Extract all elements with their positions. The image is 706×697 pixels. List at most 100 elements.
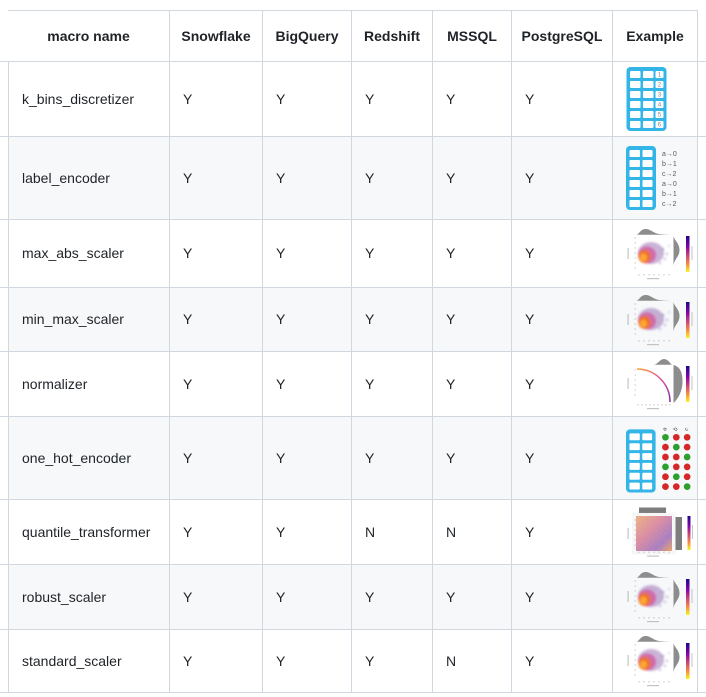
mssql-support-cell: Y — [433, 288, 512, 351]
table-cells — [630, 71, 664, 128]
bigquery-support-cell: Y — [263, 137, 352, 219]
x-axis-label — [647, 621, 659, 623]
axis-ticks — [634, 237, 670, 275]
table-cells — [629, 433, 653, 490]
uniform-jointplot-icon — [627, 507, 693, 557]
bigquery-support-cell: Y — [263, 220, 352, 287]
top-density-curve — [636, 228, 672, 235]
svg-text:b→1: b→1 — [662, 161, 677, 168]
example-cell — [613, 288, 698, 351]
table-body: k_bins_discretizer Y Y Y Y Y 1 2 3 4 5 6… — [0, 62, 706, 693]
example-cell: 1 2 3 4 5 6 — [613, 62, 698, 136]
x-axis-label — [647, 343, 659, 345]
top-density-curve — [636, 635, 672, 642]
column-header-snowflake: Snowflake — [170, 10, 263, 61]
colorbar — [687, 516, 691, 550]
onehot-dots-icon: a b c — [626, 426, 691, 493]
density-jointplot-icon — [627, 635, 693, 687]
table-left-gutter — [0, 417, 8, 499]
snowflake-support-cell: Y — [170, 220, 263, 287]
colorbar-label — [691, 376, 693, 390]
svg-text:2: 2 — [658, 82, 662, 89]
snowflake-support-cell: Y — [170, 62, 263, 136]
y-axis-label — [627, 655, 629, 666]
redshift-support-cell: Y — [352, 62, 433, 136]
category-labels: a b c — [662, 426, 690, 432]
colorbar — [686, 579, 690, 615]
snowflake-support-cell: Y — [170, 565, 263, 629]
snowflake-support-cell: Y — [170, 137, 263, 219]
table-numbers-icon: 1 2 3 4 5 6 — [626, 67, 667, 131]
top-density-curve — [636, 571, 672, 578]
example-cell — [613, 630, 698, 692]
y-axis-label — [627, 247, 629, 259]
onehot-dot-grid — [662, 433, 691, 490]
bigquery-support-cell: Y — [263, 630, 352, 692]
table-left-gutter — [0, 630, 8, 692]
axis-ticks — [634, 369, 671, 406]
y-axis-label — [627, 591, 629, 602]
snowflake-support-cell: Y — [170, 352, 263, 416]
example-cell: a→0 b→1 c→2 a→0 b→1 c→2 — [613, 137, 698, 219]
colorbar-label — [691, 653, 693, 667]
colorbar-label — [692, 525, 693, 539]
macro-name-cell: min_max_scaler — [8, 288, 170, 351]
colorbar — [686, 643, 690, 679]
redshift-support-cell: Y — [352, 565, 433, 629]
column-header-redshift: Redshift — [352, 10, 433, 61]
table-left-gutter — [0, 62, 8, 136]
svg-text:6: 6 — [658, 122, 662, 129]
x-axis-label — [647, 685, 659, 687]
table-row: standard_scaler Y Y Y N Y — [0, 630, 706, 693]
snowflake-support-cell: Y — [170, 417, 263, 499]
table-left-gutter — [0, 352, 8, 416]
table-row: k_bins_discretizer Y Y Y Y Y 1 2 3 4 5 6 — [0, 62, 706, 137]
column-header-postgresql: PostgreSQL — [512, 10, 613, 61]
density-scatter-blob — [638, 585, 670, 607]
bigquery-support-cell: Y — [263, 500, 352, 564]
right-uniform-bar — [675, 517, 682, 550]
table-left-gutter — [0, 220, 8, 287]
top-uniform-bar — [639, 507, 666, 513]
colorbar-label — [691, 589, 693, 603]
table-row: quantile_transformer Y Y N N Y — [0, 500, 706, 565]
svg-text:a→0: a→0 — [662, 151, 677, 158]
example-cell — [613, 352, 698, 416]
macro-name-cell: k_bins_discretizer — [8, 62, 170, 136]
top-density-curve — [636, 294, 672, 301]
table-row: one_hot_encoder Y Y Y Y Y a b c — [0, 417, 706, 500]
top-density-curve — [654, 359, 672, 365]
example-cell: a b c — [613, 417, 698, 499]
svg-text:3: 3 — [658, 92, 662, 99]
mssql-support-cell: Y — [433, 137, 512, 219]
example-cell — [613, 220, 698, 287]
density-jointplot-icon — [627, 294, 693, 345]
column-header-mssql: MSSQL — [433, 10, 512, 61]
table-header-row: macro name Snowflake BigQuery Redshift MSSQL… — [0, 10, 706, 62]
svg-text:c→2: c→2 — [662, 201, 677, 208]
postgresql-support-cell: Y — [512, 630, 613, 692]
arc-jointplot-icon — [627, 359, 693, 410]
mssql-support-cell: N — [433, 500, 512, 564]
x-axis-label — [647, 277, 659, 279]
redshift-support-cell: Y — [352, 220, 433, 287]
postgresql-support-cell: Y — [512, 500, 613, 564]
colorbar-label — [691, 311, 693, 326]
density-scatter-blob — [638, 307, 670, 330]
mssql-support-cell: Y — [433, 220, 512, 287]
postgresql-support-cell: Y — [512, 137, 613, 219]
bigquery-support-cell: Y — [263, 417, 352, 499]
bin-numbers: 1 2 3 4 5 6 — [658, 72, 662, 129]
postgresql-support-cell: Y — [512, 220, 613, 287]
table-row: min_max_scaler Y Y Y Y Y — [0, 288, 706, 352]
svg-text:5: 5 — [658, 112, 662, 119]
svg-text:4: 4 — [658, 102, 662, 109]
svg-text:b→1: b→1 — [662, 191, 677, 198]
macro-name-cell: normalizer — [8, 352, 170, 416]
mssql-support-cell: N — [433, 630, 512, 692]
bigquery-support-cell: Y — [263, 565, 352, 629]
table-row: label_encoder Y Y Y Y Y a→0 b→1 c→2 a→0 … — [0, 137, 706, 220]
svg-text:c→2: c→2 — [662, 171, 677, 178]
table-row: max_abs_scaler Y Y Y Y Y — [0, 220, 706, 288]
macro-support-table: macro name Snowflake BigQuery Redshift MSSQL… — [0, 10, 706, 693]
